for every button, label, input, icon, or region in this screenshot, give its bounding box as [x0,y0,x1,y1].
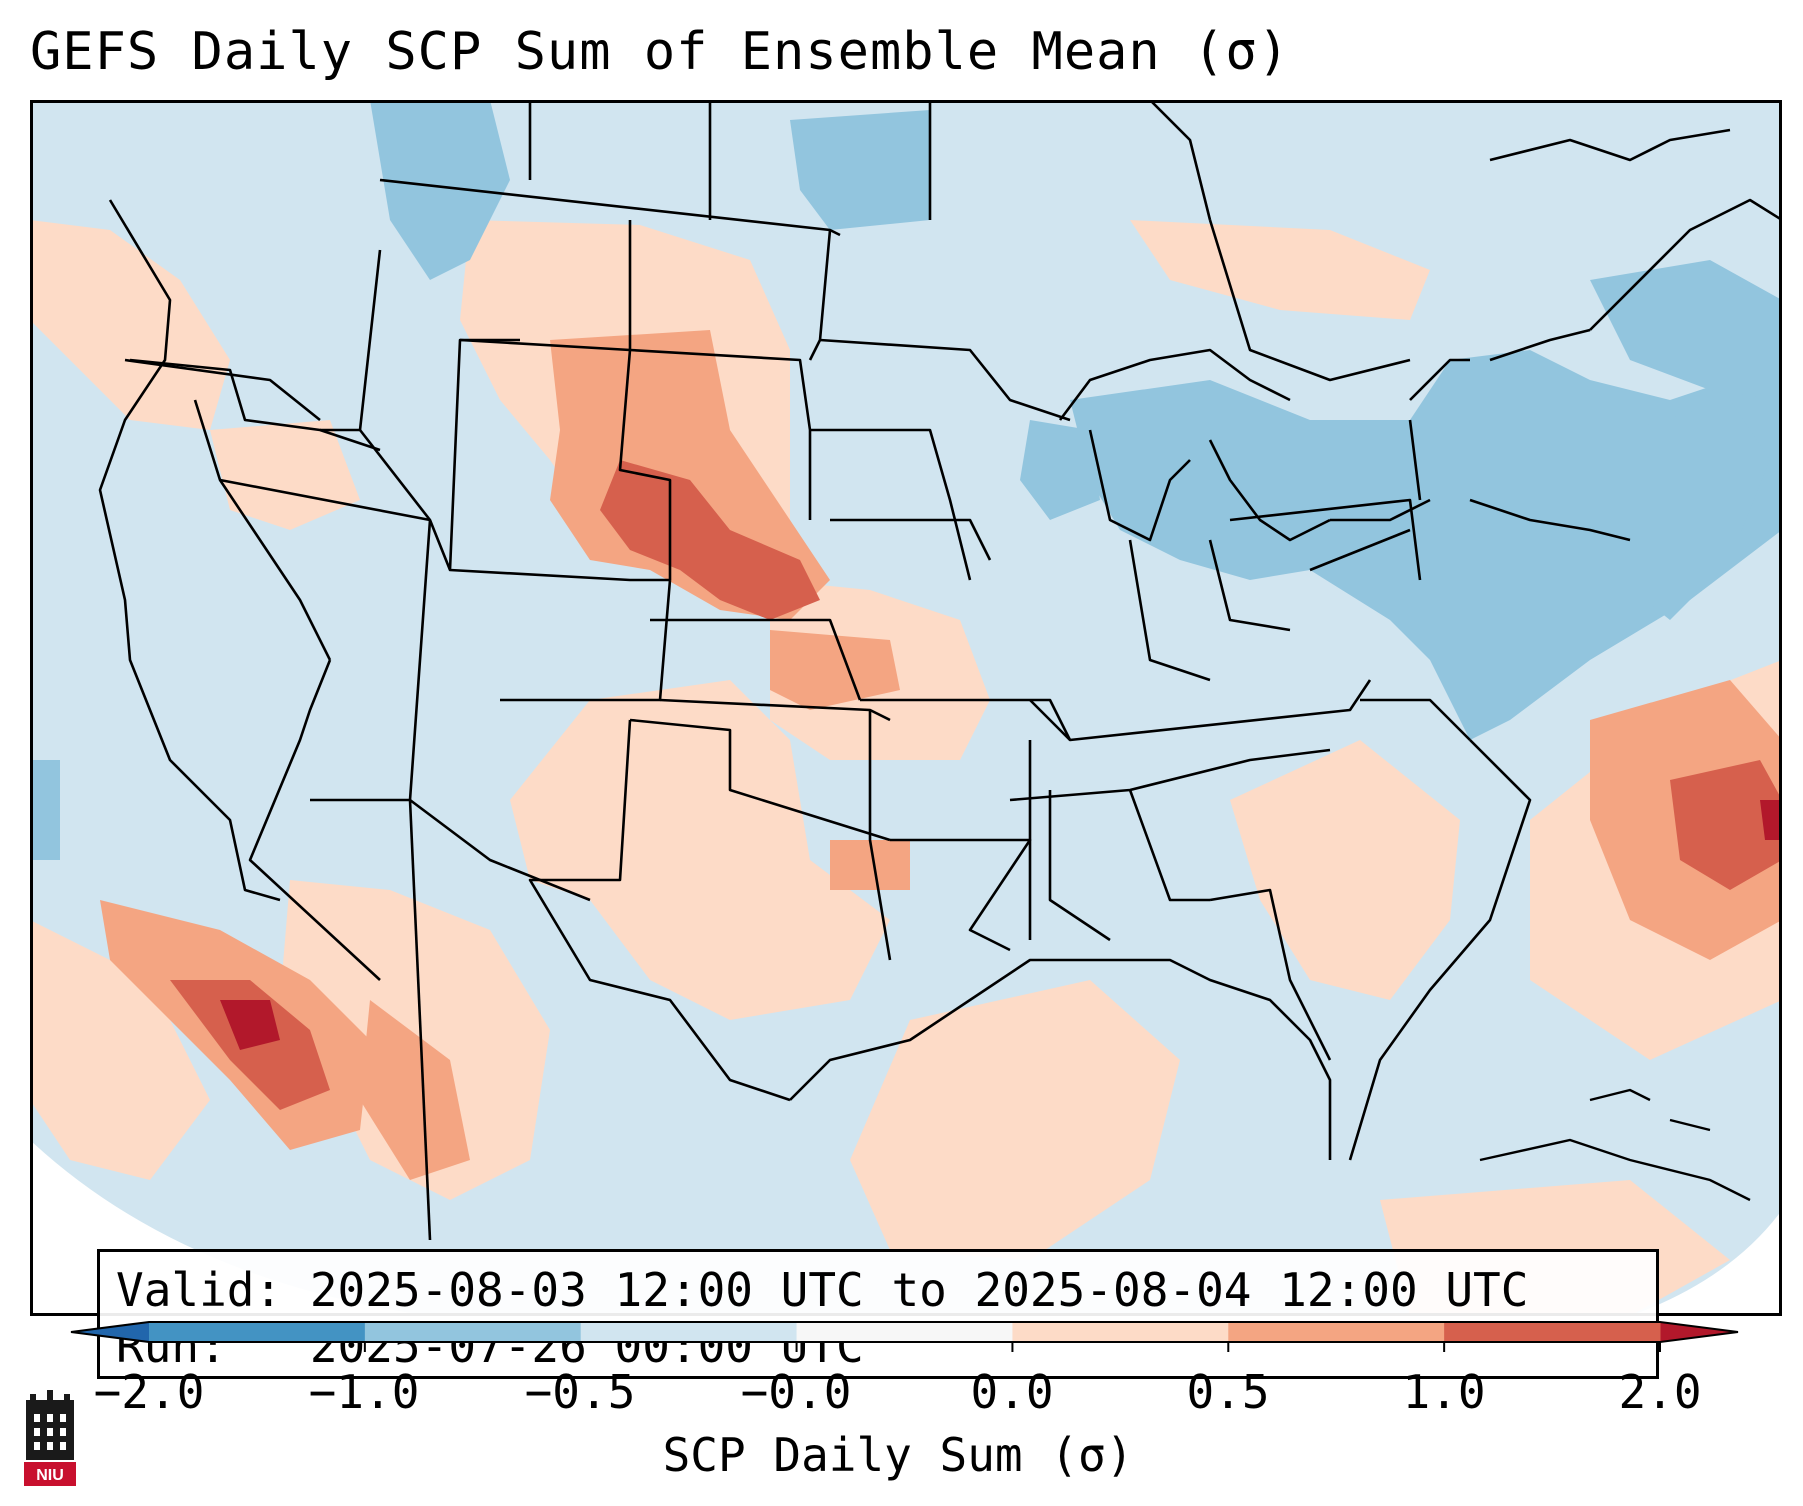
colorbar-bin [364,1322,582,1342]
svg-text:NIU: NIU [36,1467,64,1484]
southeast-area [1230,740,1460,1000]
tick-label: 0.0 [970,1365,1054,1419]
gulf-of-mexico-area [850,980,1180,1260]
tick-label: −2.0 [93,1365,205,1419]
map-panel: Valid: 2025-08-03 12:00 UTC to 2025-08-0… [30,100,1782,1379]
saskatchewan-area [790,110,930,230]
caribbean-outline [1479,1088,1751,1202]
niu-logo-icon: NIU [24,1390,76,1486]
anomaly-areas-negative [30,100,1782,860]
texas-plains-area [510,680,890,1020]
projection-edge-right [1630,1210,1782,1316]
sinaloa-area [360,1000,470,1180]
tick-label: 1.0 [1402,1365,1486,1419]
tick-label: −0.0 [740,1365,852,1419]
tick-label: 2.0 [1618,1365,1702,1419]
colorbar-bin [1444,1322,1661,1342]
pacific-nw-area [30,220,230,430]
gulf-of-california-max [220,1000,280,1050]
great-lakes-area [1070,350,1782,740]
valid-run-info-box: Valid: 2025-08-03 12:00 UTC to 2025-08-0… [97,1249,1659,1379]
tick-label: −0.5 [524,1365,636,1419]
colorbar-bin [1012,1322,1229,1342]
west-texas-spot [830,840,910,890]
colorbar-bin [580,1322,798,1342]
atlantic-max [1760,800,1782,840]
state-boundaries [98,100,1782,1241]
colorbar-bin [796,1322,1013,1342]
pacific-sw-area [30,760,60,860]
colorbar-bin [149,1322,366,1342]
atlantic-strong [1670,760,1782,890]
colorbar-over-extend [1660,1322,1738,1342]
northeast-canada-blue [1590,260,1782,400]
valid-time-text: Valid: 2025-08-03 12:00 UTC to 2025-08-0… [116,1263,1529,1317]
southern-canada-area [370,100,510,280]
kansas-core-area [770,630,900,710]
colorbar-label: SCP Daily Sum (σ) [662,1428,1134,1482]
conus-map [30,100,1782,1316]
nebraska-panhandle-area [600,460,820,620]
colorbar [70,1321,1739,1352]
tick-label: 0.5 [1186,1365,1270,1419]
idaho-oregon-area [210,420,360,530]
colorbar-under-extend [71,1322,149,1342]
tick-label: −1.0 [308,1365,420,1419]
map-title: GEFS Daily SCP Sum of Ensemble Mean (σ) [30,22,1290,82]
northeast-canada-area [1130,220,1430,320]
new-england-atlantic-area [1620,400,1770,620]
wisconsin-area [1020,420,1100,520]
anomaly-areas-positive-max [220,800,1782,1050]
southern-california-offshore [30,920,210,1180]
colorbar-bin [1228,1322,1445,1342]
